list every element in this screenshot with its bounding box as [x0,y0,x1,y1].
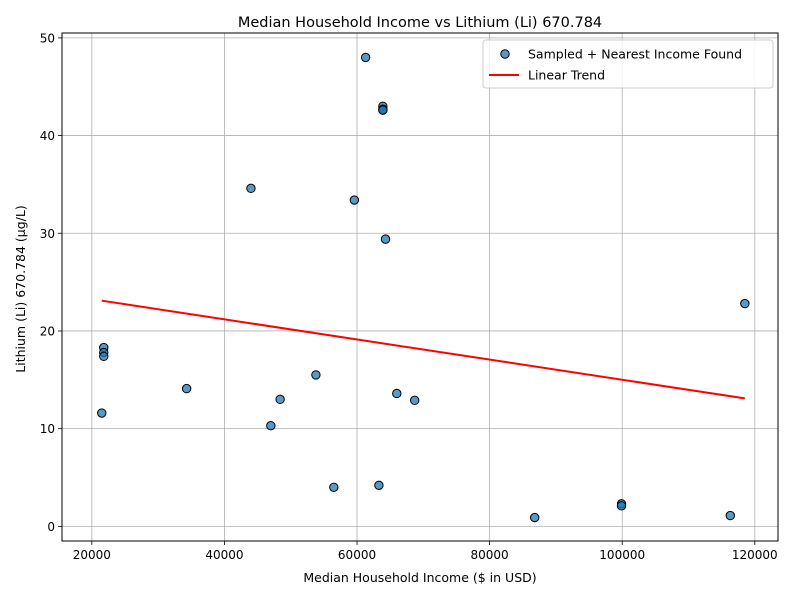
data-point [246,183,256,194]
x-tick-label: 100000 [599,548,645,562]
data-point [616,501,627,511]
legend-marker-scatter [500,49,510,59]
data-points [97,52,750,523]
legend-box [482,39,774,89]
x-axis-label: Median Household Income ($ in USD) [303,570,536,585]
data-point [409,395,420,406]
data-point [99,351,109,362]
data-point [349,195,360,205]
x-tick-label: 40000 [205,548,243,562]
data-point [378,105,388,115]
y-tick-label: 30 [40,227,55,241]
data-point [266,421,276,431]
trend-line-layer [101,299,746,400]
data-point [740,298,750,309]
data-point [374,480,384,491]
x-tick-label: 20000 [73,548,111,562]
legend-label-trend: Linear Trend [528,68,605,83]
axes-spine [61,32,779,542]
x-tick-label: 80000 [471,548,509,562]
y-axis-label: Lithium (Li) 670.784 (µg/L) [13,205,28,372]
x-tick-label: 60000 [338,548,376,562]
y-tick-label: 50 [40,31,55,45]
legend-label-scatter: Sampled + Nearest Income Found [528,47,742,62]
chart-title: Median Household Income vs Lithium (Li) … [238,15,602,31]
data-point [360,52,371,63]
data-point [392,388,402,399]
data-point [181,383,192,394]
y-tick-label: 40 [40,129,55,143]
data-point [275,394,285,405]
trend-line [101,299,746,400]
data-point [529,512,540,523]
data-point [725,510,735,521]
data-point [311,370,321,380]
axes-frame [61,32,779,542]
x-axis-ticks: 20000 40000 60000 80000 100000 120000 [73,541,778,562]
y-tick-label: 10 [40,422,55,436]
data-point [380,234,391,244]
y-axis-ticks: 0 10 20 30 40 50 [40,31,62,534]
legend: Sampled + Nearest Income Found Linear Tr… [482,39,774,89]
data-point [329,482,339,492]
y-tick-label: 0 [47,520,55,534]
grid [62,33,778,541]
x-tick-label: 120000 [732,548,778,562]
y-tick-label: 20 [40,324,55,338]
data-point [97,408,107,418]
